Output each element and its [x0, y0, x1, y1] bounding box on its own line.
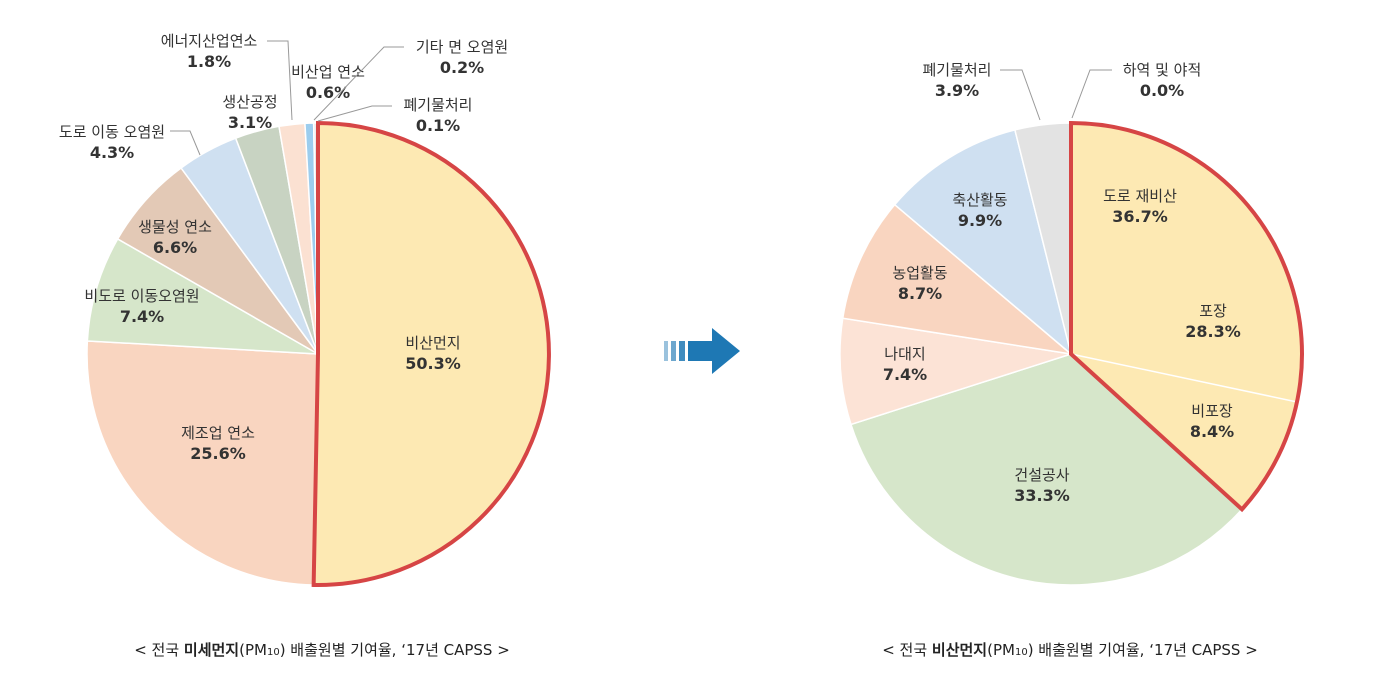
slice-label: 도로 재비산 [1103, 187, 1177, 205]
slice-label: 에너지산업연소 [161, 32, 258, 50]
pie-chart-pm10-labels: 비산먼지 50.3% 제조업 연소 25.6% 비도로 이동오염원 7.4% 생… [59, 32, 508, 463]
slice-label: 폐기물처리 [403, 96, 472, 114]
sub-slice-divider [1070, 353, 1298, 403]
slice-label: 제조업 연소 [181, 424, 255, 442]
slice-value: 6.6% [153, 238, 197, 257]
slice-label: 하역 및 야적 [1123, 61, 1202, 79]
highlight-outline [1069, 120, 1304, 513]
slice-value: 3.9% [935, 81, 979, 100]
highlight-outline [311, 120, 551, 587]
pie-slice [86, 237, 319, 355]
slice-value: 0.6% [306, 83, 350, 102]
leader-line [317, 105, 392, 122]
leader-line [1000, 69, 1041, 121]
slice-value: 28.3% [1185, 322, 1241, 341]
slice-label: 비포장 [1191, 402, 1233, 420]
slice-value: 7.4% [120, 307, 164, 326]
slice-value: 25.6% [190, 444, 246, 463]
slice-value: 33.3% [1014, 486, 1070, 505]
transition-arrow [664, 328, 740, 374]
leader-line [267, 40, 293, 121]
slice-label: 생산공정 [222, 93, 277, 111]
chart-caption-left: < 전국 미세먼지(PM10) 배출원별 기여율, ‘17년 CAPSS > [134, 641, 510, 659]
slice-value: 1.8% [187, 52, 231, 71]
chart-caption-right: < 전국 비산먼지(PM10) 배출원별 기여율, ‘17년 CAPSS > [882, 641, 1258, 659]
slice-label: 도로 이동 오염원 [59, 123, 165, 141]
leader-line [313, 46, 404, 121]
slice-value: 0.2% [440, 58, 484, 77]
slice-label: 비산업 연소 [291, 63, 365, 81]
slice-label: 건설공사 [1014, 466, 1069, 484]
pie-slice [839, 317, 1072, 426]
slice-label: 축산활동 [952, 191, 1007, 209]
slice-label: 농업활동 [892, 264, 947, 282]
slice-label: 폐기물처리 [922, 61, 991, 79]
slice-value: 8.7% [898, 284, 942, 303]
slice-value: 4.3% [90, 143, 134, 162]
slice-label: 생물성 연소 [138, 218, 212, 236]
leader-line [1071, 69, 1112, 119]
slice-value: 9.9% [958, 211, 1002, 230]
pie-slice [893, 129, 1073, 357]
leader-line [170, 130, 201, 156]
pie-chart-pm10 [86, 120, 551, 587]
slice-value: 36.7% [1112, 207, 1168, 226]
slice-value: 8.4% [1190, 422, 1234, 441]
pie-slice [86, 340, 319, 586]
slice-value: 50.3% [405, 354, 461, 373]
slice-value: 7.4% [883, 365, 927, 384]
slice-label: 나대지 [884, 345, 925, 363]
slice-label: 비산먼지 [405, 334, 460, 352]
pie-chart-fugitive-dust-labels: 도로 재비산 36.7% 포장 28.3% 비포장 8.4% 건설공사 33.3… [883, 61, 1241, 505]
slice-label: 비도로 이동오염원 [84, 287, 199, 305]
pie-chart-fugitive-dust [839, 120, 1304, 586]
slice-label: 기타 면 오염원 [416, 38, 508, 56]
pie-slice [850, 353, 1244, 586]
slice-value: 3.1% [228, 113, 272, 132]
slice-value: 0.0% [1140, 81, 1184, 100]
slice-value: 0.1% [416, 116, 460, 135]
slice-label: 포장 [1199, 302, 1227, 320]
pie-slice [841, 203, 1074, 356]
